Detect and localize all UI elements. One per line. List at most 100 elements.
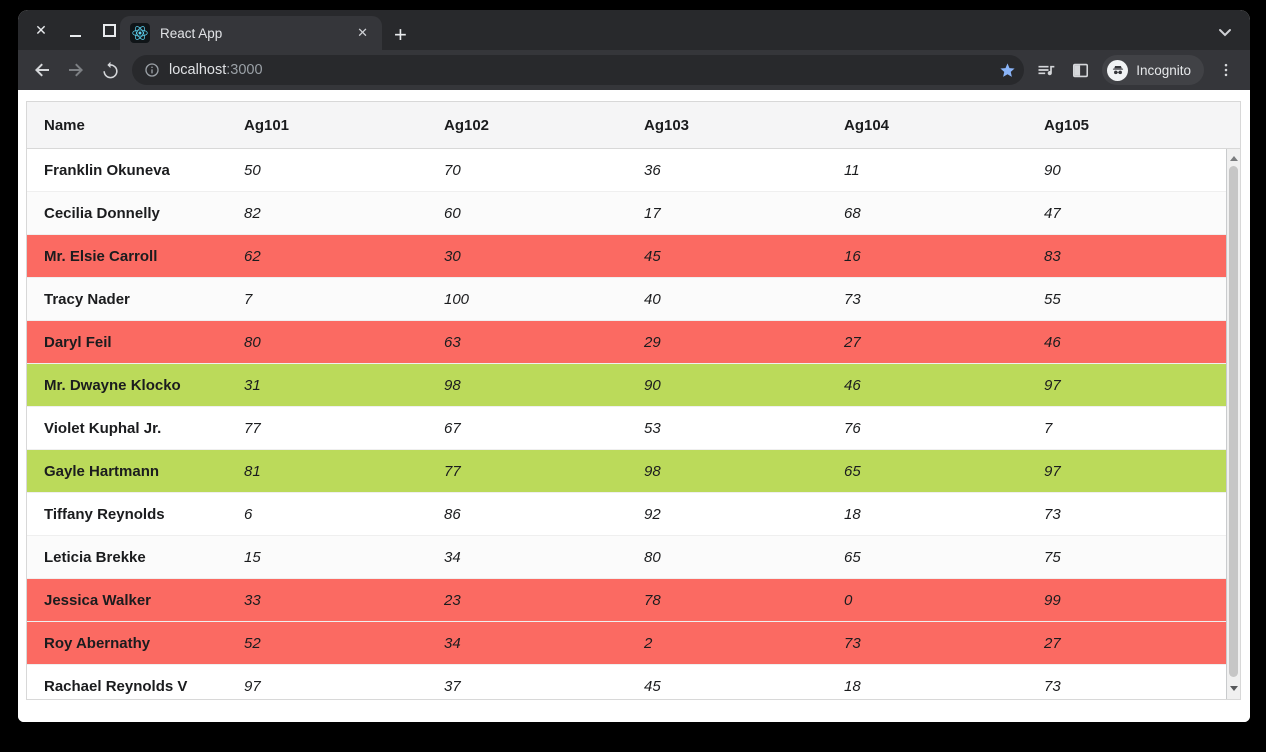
reload-icon[interactable] <box>98 58 122 82</box>
tab-strip: ✕ React App ✕ + <box>18 10 1250 50</box>
row-value: 73 <box>844 634 861 652</box>
tab-close-icon[interactable]: ✕ <box>357 25 368 40</box>
row-value: 92 <box>644 505 661 523</box>
row-value: 34 <box>444 548 461 566</box>
row-name: Rachael Reynolds V <box>44 677 188 695</box>
react-logo-icon <box>130 23 150 43</box>
row-value: 60 <box>444 204 461 222</box>
column-header-ag104: Ag104 <box>844 116 890 134</box>
row-value: 7 <box>244 290 253 308</box>
row-value: 62 <box>244 247 261 265</box>
menu-kebab-icon[interactable] <box>1214 58 1238 82</box>
row-name: Tiffany Reynolds <box>44 505 165 523</box>
row-value: 70 <box>444 161 461 179</box>
column-header-ag101: Ag101 <box>244 116 290 134</box>
row-value: 29 <box>644 333 661 351</box>
row-name: Violet Kuphal Jr. <box>44 419 162 437</box>
row-value: 63 <box>444 333 461 351</box>
url-port: :3000 <box>226 62 263 78</box>
window-minimize-button[interactable] <box>68 23 82 37</box>
chevron-down-icon[interactable] <box>1218 24 1232 42</box>
window-maximize-button[interactable] <box>102 23 116 37</box>
row-value: 50 <box>244 161 261 179</box>
bookmark-star-icon[interactable] <box>999 62 1016 79</box>
row-value: 27 <box>844 333 861 351</box>
row-name: Mr. Elsie Carroll <box>44 247 158 265</box>
scrollbar-up-arrow-icon[interactable] <box>1230 156 1238 161</box>
incognito-icon <box>1107 59 1129 81</box>
table-row: Leticia Brekke 15 34 80 65 75 <box>27 536 1240 579</box>
media-controls-icon[interactable] <box>1034 58 1058 82</box>
row-value: 37 <box>444 677 461 695</box>
row-value: 11 <box>844 161 860 179</box>
row-value: 18 <box>844 677 861 695</box>
row-value: 65 <box>844 548 861 566</box>
row-value: 52 <box>244 634 261 652</box>
window-controls: ✕ <box>34 10 116 50</box>
row-value: 45 <box>644 677 661 695</box>
table-row: Mr. Elsie Carroll 62 30 45 16 83 <box>27 235 1240 278</box>
new-tab-button[interactable]: + <box>394 22 407 47</box>
window-close-button[interactable]: ✕ <box>35 22 47 38</box>
column-header-name: Name <box>44 116 85 134</box>
row-value: 47 <box>1044 204 1061 222</box>
row-name: Franklin Okuneva <box>44 161 170 179</box>
row-value: 65 <box>844 462 861 480</box>
row-value: 31 <box>244 376 261 394</box>
row-name: Roy Abernathy <box>44 634 151 652</box>
row-value: 97 <box>244 677 261 695</box>
row-value: 86 <box>444 505 461 523</box>
row-value: 97 <box>1044 376 1061 394</box>
browser-window: ✕ React App ✕ + <box>18 10 1250 722</box>
incognito-label: Incognito <box>1136 62 1191 78</box>
row-name: Gayle Hartmann <box>44 462 160 480</box>
row-value: 16 <box>844 247 861 265</box>
row-value: 90 <box>1044 161 1061 179</box>
row-value: 45 <box>644 247 661 265</box>
row-value: 77 <box>444 462 461 480</box>
table-body: Franklin Okuneva 50 70 36 11 90 Cecilia Donnel… <box>27 149 1240 699</box>
row-value: 82 <box>244 204 261 222</box>
table-row: Tracy Nader 7 100 40 73 55 <box>27 278 1240 321</box>
row-value: 68 <box>844 204 861 222</box>
row-name: Leticia Brekke <box>44 548 146 566</box>
site-info-icon[interactable] <box>144 62 160 78</box>
row-value: 15 <box>244 548 261 566</box>
table-row: Violet Kuphal Jr. 77 67 53 76 7 <box>27 407 1240 450</box>
row-value: 81 <box>244 462 261 480</box>
address-bar[interactable]: localhost:3000 <box>132 55 1025 85</box>
row-value: 76 <box>844 419 861 437</box>
table-row: Daryl Feil 80 63 29 27 46 <box>27 321 1240 364</box>
row-name: Mr. Dwayne Klocko <box>44 376 181 394</box>
back-icon[interactable] <box>30 58 54 82</box>
row-value: 67 <box>444 419 461 437</box>
row-value: 73 <box>1044 505 1061 523</box>
row-value: 0 <box>844 591 853 609</box>
side-panel-icon[interactable] <box>1068 58 1092 82</box>
scrollbar-down-arrow-icon[interactable] <box>1230 686 1238 691</box>
vertical-scrollbar[interactable] <box>1226 149 1240 699</box>
scrollbar-thumb[interactable] <box>1229 166 1238 677</box>
row-value: 77 <box>244 419 261 437</box>
row-value: 98 <box>644 462 661 480</box>
row-value: 75 <box>1044 548 1061 566</box>
row-value: 78 <box>644 591 661 609</box>
row-value: 27 <box>1044 634 1061 652</box>
row-value: 46 <box>1044 333 1061 351</box>
column-header-ag103: Ag103 <box>644 116 690 134</box>
row-value: 55 <box>1044 290 1061 308</box>
row-value: 30 <box>444 247 461 265</box>
row-value: 99 <box>1044 591 1061 609</box>
row-name: Cecilia Donnelly <box>44 204 160 222</box>
row-value: 34 <box>444 634 461 652</box>
row-name: Tracy Nader <box>44 290 130 308</box>
row-name: Daryl Feil <box>44 333 112 351</box>
page-content: Name Ag101 Ag102 Ag103 Ag104 Ag105 Frank… <box>18 90 1250 722</box>
tab-react-app[interactable]: React App ✕ <box>120 16 382 50</box>
table-rows: Franklin Okuneva 50 70 36 11 90 Cecilia Donnel… <box>27 149 1240 699</box>
row-value: 17 <box>644 204 661 222</box>
row-name: Jessica Walker <box>44 591 152 609</box>
table-row: Rachael Reynolds V 97 37 45 18 73 <box>27 665 1240 699</box>
tab-title: React App <box>160 25 223 41</box>
forward-icon[interactable] <box>64 58 88 82</box>
